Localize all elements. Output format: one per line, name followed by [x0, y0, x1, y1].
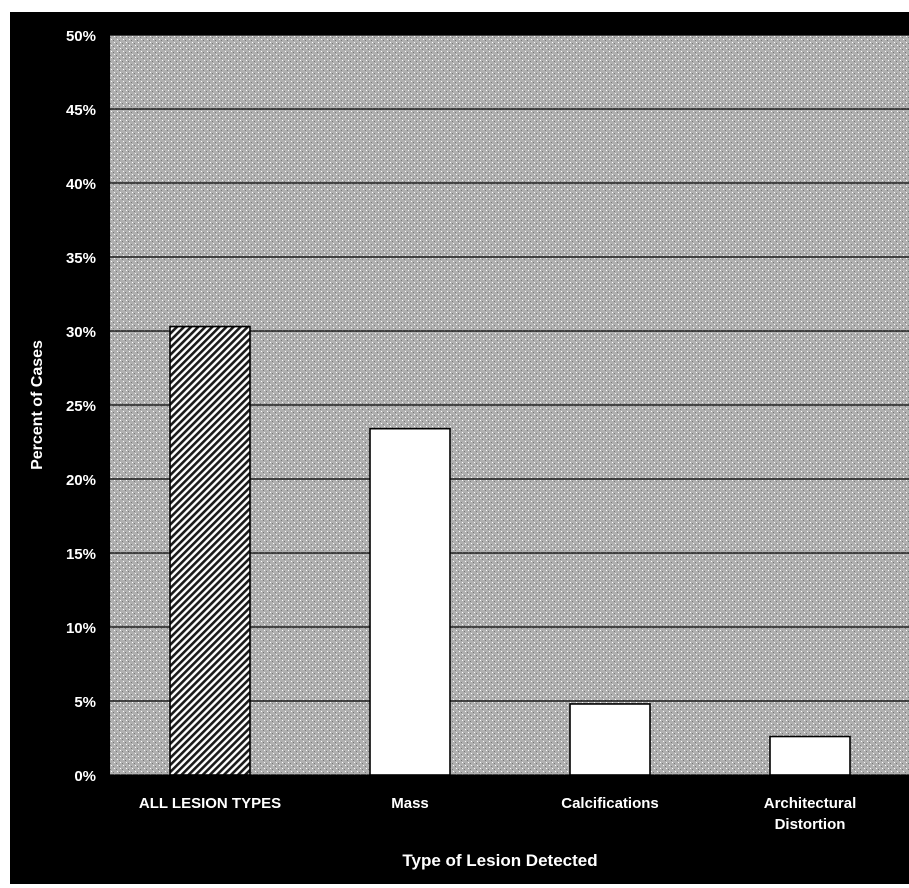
x-tick-label: Architectural	[764, 795, 857, 812]
y-axis-label: Percent of Cases	[29, 340, 46, 470]
x-tick-label: Calcifications	[561, 795, 659, 812]
y-tick-label: 35%	[66, 250, 96, 267]
bar-all-lesion-types	[169, 325, 251, 776]
y-tick-label: 15%	[66, 546, 96, 563]
x-tick-label: Mass	[391, 795, 429, 812]
y-tick-label: 40%	[66, 176, 96, 193]
x-tick-label: Distortion	[775, 816, 846, 833]
bar-calcifications	[569, 703, 651, 776]
y-tick-label: 30%	[66, 324, 96, 341]
x-axis-label: Type of Lesion Detected	[402, 851, 597, 870]
y-axis-ticks: 0% 5% 10% 15% 20% 25% 30% 35% 40% 45% 50%	[66, 28, 96, 785]
y-tick-label: 45%	[66, 102, 96, 119]
y-tick-label: 5%	[74, 694, 96, 711]
y-tick-label: 10%	[66, 620, 96, 637]
x-axis-ticks: ALL LESION TYPES Mass Calcifications Archit…	[139, 795, 856, 833]
x-tick-label: ALL LESION TYPES	[139, 795, 281, 812]
bars	[169, 325, 851, 776]
y-tick-label: 50%	[66, 28, 96, 45]
bar-mass	[369, 427, 451, 776]
y-tick-label: 0%	[74, 768, 96, 785]
y-tick-label: 20%	[66, 472, 96, 489]
bar-architectural-distortion	[769, 735, 851, 776]
y-tick-label: 25%	[66, 398, 96, 415]
